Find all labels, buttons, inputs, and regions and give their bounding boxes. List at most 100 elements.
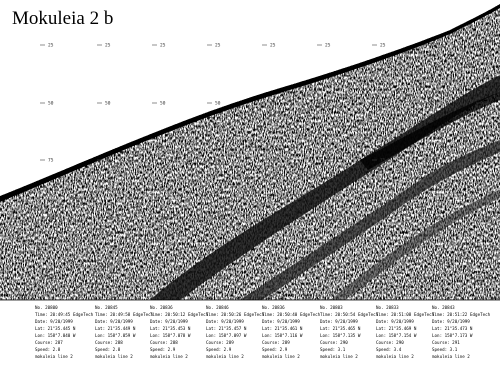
depth-label: 100 <box>484 216 492 222</box>
depth-label: 100 <box>432 216 440 222</box>
annotation-line: Date: 9/20/1999 <box>262 319 300 324</box>
depth-label: 100 <box>380 216 388 222</box>
annotation-line: No. 20843 <box>432 305 455 310</box>
annotation-line: mokuleia line 2 <box>150 354 188 359</box>
annotations: EdgeTech No. 20800 Time: 20:49:45 Date: 9/2… <box>35 305 491 359</box>
depth-label: 25 <box>105 43 111 49</box>
annotation-line: Lon: 158°7.116 W <box>262 333 303 338</box>
brand-label: EdgeTech <box>414 312 435 317</box>
depth-label: 50 <box>215 101 221 107</box>
brand-label: EdgeTech <box>358 312 379 317</box>
depth-marks: 25 25 25 25 25 25 25 25 25 50 50 50 50 50 50 50 50 50 75 75… <box>40 43 492 281</box>
annotation-line: Course: 288 <box>150 340 178 345</box>
annotation-line: No. 20845 <box>95 305 118 310</box>
annotation-line: Speed: 3.1 <box>320 347 346 352</box>
annotation-line: Date: 9/20/1999 <box>206 319 244 324</box>
depth-label: 50 <box>160 101 166 107</box>
annotation-line: Date: 9/20/1999 <box>320 319 358 324</box>
depth-label: 75 <box>325 158 331 164</box>
reflector-band <box>330 190 500 300</box>
depth-label: 25 <box>484 43 490 49</box>
annotation-line: Time: 20:49:45 <box>35 312 71 317</box>
annotation-line: mokuleia line 2 <box>35 354 73 359</box>
annotation-line: Time: 20:51:08 <box>376 312 412 317</box>
depth-label: 100 <box>48 216 56 222</box>
annotation-line: Date: 9/20/1999 <box>376 319 414 324</box>
depth-label: 100 <box>160 216 168 222</box>
annotation-line: mokuleia line 2 <box>376 354 414 359</box>
depth-label: 25 <box>48 43 54 49</box>
reflector-band <box>240 140 500 300</box>
reflector-band <box>150 75 500 300</box>
brand-label: EdgeTech <box>470 312 491 317</box>
annotation-line: mokuleia line 2 <box>206 354 244 359</box>
depth-label: 25 <box>325 43 331 49</box>
annotation-line: Course: 289 <box>206 340 234 345</box>
brand-label: EdgeTech <box>73 312 94 317</box>
annotation-line: Speed: 2.9 <box>262 347 288 352</box>
depth-label: 125 <box>48 275 56 281</box>
annotation-line: No. 20846 <box>206 305 229 310</box>
depth-label: 125 <box>380 275 388 281</box>
brand-label: EdgeTech <box>133 312 154 317</box>
depth-label: 75 <box>432 158 438 164</box>
depth-label: 50 <box>48 101 54 107</box>
depth-label: 100 <box>105 216 113 222</box>
annotation-line: Course: 287 <box>35 340 63 345</box>
depth-label: 50 <box>105 101 111 107</box>
depth-label: 75 <box>160 158 166 164</box>
annotation-line: mokuleia line 2 <box>432 354 470 359</box>
depth-label: 50 <box>432 101 438 107</box>
reflector-band <box>360 92 500 170</box>
brand-label: EdgeTech <box>244 312 265 317</box>
annotation-line: Date: 9/20/1999 <box>95 319 133 324</box>
annotation-line: Course: 289 <box>262 340 290 345</box>
depth-label: 100 <box>325 216 333 222</box>
depth-label: 25 <box>270 43 276 49</box>
annotation-line: Time: 20:49:58 <box>95 312 131 317</box>
annotation-line: Date: 9/20/1999 <box>35 319 73 324</box>
annotation-line: Course: 290 <box>320 340 348 345</box>
annotation-line: mokuleia line 2 <box>262 354 300 359</box>
annotation-line: Date: 9/20/1999 <box>150 319 188 324</box>
annotation-line: Lat: 21°35.445 N <box>35 326 76 331</box>
annotation-line: Lon: 158°7.097 W <box>206 333 247 338</box>
annotation-line: Time: 20:50:12 <box>150 312 186 317</box>
annotation-line: mokuleia line 2 <box>320 354 358 359</box>
annotation-line: Speed: 2.8 <box>35 347 61 352</box>
annotation-line: Time: 20:50:40 <box>262 312 298 317</box>
depth-label: 50 <box>484 101 490 107</box>
depth-label: 100 <box>215 216 223 222</box>
annotation-line: Speed: 2.9 <box>150 347 176 352</box>
annotation-line: No. 20800 <box>35 305 58 310</box>
depth-label: 25 <box>432 43 438 49</box>
depth-label: 75 <box>215 158 221 164</box>
depth-label: 100 <box>270 216 278 222</box>
annotation-line: Time: 20:51:22 <box>432 312 468 317</box>
depth-label: 50 <box>325 101 331 107</box>
depth-label: 75 <box>380 158 386 164</box>
brand-label: EdgeTech <box>188 312 209 317</box>
depth-label: 75 <box>270 158 276 164</box>
annotation-line: Lon: 158°7.154 W <box>376 333 417 338</box>
depth-label: 125 <box>160 275 168 281</box>
depth-label: 125 <box>270 275 278 281</box>
depth-label: 25 <box>160 43 166 49</box>
annotation-line: Lon: 158°7.040 W <box>35 333 76 338</box>
annotation-line: Lat: 21°35.473 N <box>432 326 473 331</box>
annotation-line: No. 20836 <box>150 305 173 310</box>
depth-label: 125 <box>215 275 223 281</box>
annotation-line: Speed: 2.9 <box>206 347 232 352</box>
annotation-line: Lon: 158°7.059 W <box>95 333 136 338</box>
annotation-line: Speed: 3.4 <box>376 347 402 352</box>
annotation-line: Speed: 2.8 <box>95 347 121 352</box>
annotation-line: Date: 9/20/1999 <box>432 319 470 324</box>
annotation-line: Course: 290 <box>376 340 404 345</box>
annotation-line: Lat: 21°35.449 N <box>95 326 136 331</box>
depth-label: 125 <box>432 275 440 281</box>
annotation-line: No. 20833 <box>376 305 399 310</box>
depth-label: 125 <box>325 275 333 281</box>
annotation-line: No. 20803 <box>320 305 343 310</box>
annotation-line: Lon: 158°7.078 W <box>150 333 191 338</box>
